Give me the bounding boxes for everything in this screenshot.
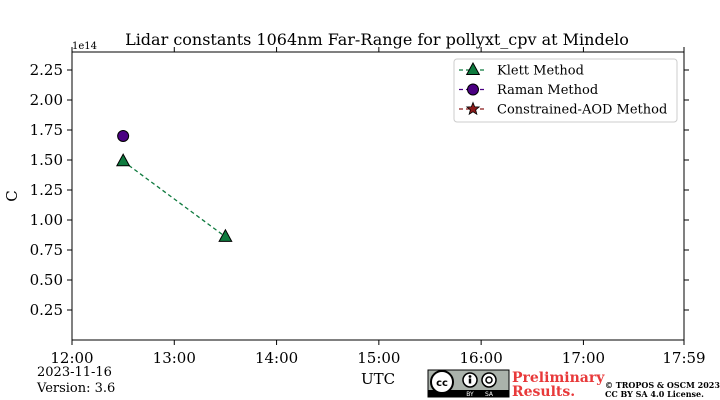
x-tick-label: 13:00	[153, 349, 196, 367]
y-tick-label: 0.25	[30, 301, 63, 319]
x-tick-label: 14:00	[255, 349, 298, 367]
series-line-0	[122, 160, 226, 238]
badge-sa-text: SA	[485, 391, 494, 398]
series-layer	[115, 130, 233, 242]
legend-marker-2	[465, 101, 481, 116]
footer-version: Version: 3.6	[36, 381, 115, 396]
legend-label-2: Constrained-AOD Method	[497, 103, 667, 118]
y-tick-label: 2.00	[30, 91, 63, 109]
y-tick-label: 2.25	[30, 61, 63, 79]
y-tick-label: 0.75	[30, 241, 63, 259]
y-axis-label: C	[3, 190, 21, 201]
legend-label-0: Klett Method	[497, 64, 584, 79]
sa-icon	[481, 372, 497, 388]
x-tick-label: 12:00	[50, 349, 93, 367]
copyright-line-1: © TROPOS & OSCM 2023.	[605, 380, 720, 390]
plot-frame	[71, 51, 685, 341]
legend-marker-0	[465, 61, 481, 76]
y-offset-label: 1e14	[72, 41, 97, 52]
y-tick-label: 1.25	[30, 181, 63, 199]
footer-date: 2023-11-16	[37, 365, 112, 380]
legend-marker-1	[467, 83, 479, 96]
y-tick-label: 0.50	[30, 271, 63, 289]
copyright-line-2: CC BY SA 4.0 License.	[605, 389, 704, 399]
x-axis-label: UTC	[361, 370, 395, 388]
x-tick-label: 16:00	[460, 349, 503, 367]
legend-label-1: Raman Method	[497, 83, 598, 98]
cc-icon	[430, 370, 454, 394]
plot-area	[71, 51, 685, 341]
x-tick-label: 17:59	[662, 349, 705, 367]
y-tick-label: 1.00	[30, 211, 63, 229]
cc-license-badge: cc BY SA	[427, 369, 510, 398]
x-tick-label: 15:00	[357, 349, 400, 367]
preliminary-line-2: Results.	[512, 384, 575, 400]
legend: Klett Method Raman Method Constrained-AOD …	[453, 58, 678, 123]
preliminary-line-1: Preliminary	[512, 370, 605, 386]
y-axis: 0.25 0.50 0.75 1.00 1.25 1.50 1.75 2.00 2.25	[30, 61, 689, 319]
legend-box	[453, 58, 678, 123]
data-point-series-0	[218, 228, 233, 242]
y-tick-label: 1.75	[30, 121, 63, 139]
x-axis: 12:00 13:00 14:00 15:00 16:00 17:00 17:59	[50, 47, 706, 367]
y-tick-label: 1.50	[30, 151, 63, 169]
data-point-series-0	[115, 153, 131, 167]
x-tick-label: 17:00	[562, 349, 605, 367]
svg-text:cc: cc	[436, 378, 448, 389]
data-point-series-1	[117, 130, 130, 142]
badge-by-text: BY	[466, 391, 474, 398]
chart-title: Lidar constants 1064nm Far-Range for pol…	[125, 30, 629, 49]
